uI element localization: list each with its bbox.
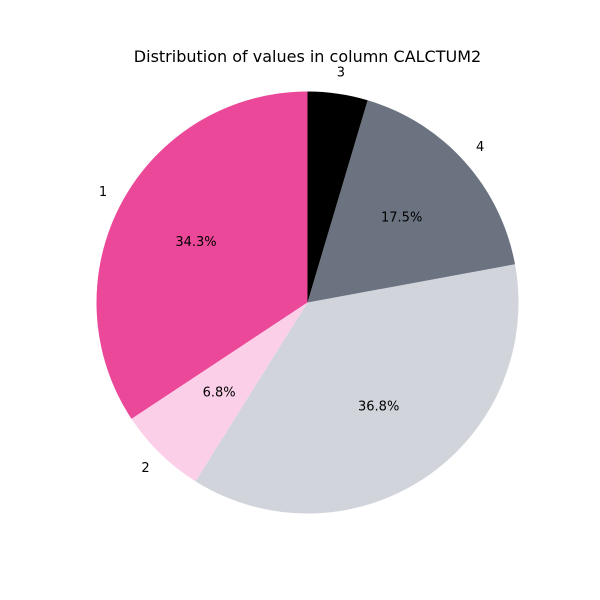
slice-percent-label: 17.5% — [381, 210, 422, 225]
slice-percent-label: 36.8% — [358, 400, 399, 415]
pie-slice-1 — [96, 91, 308, 419]
slice-category-label: 3 — [337, 65, 345, 80]
pie-slice-3 — [195, 264, 519, 514]
pie-slice-5 — [307, 91, 368, 303]
slices-group — [96, 91, 519, 514]
slice-category-label: 1 — [99, 185, 107, 200]
slice-percent-label: 34.3% — [175, 235, 216, 250]
slice-percent-label: 6.8% — [203, 386, 236, 401]
slice-category-label: 2 — [141, 461, 149, 476]
slice-category-label: 4 — [476, 140, 484, 155]
pie-slice-2 — [131, 302, 308, 482]
chart-title: Distribution of values in column CALCTUM… — [133, 47, 482, 66]
pie-slice-4 — [307, 100, 516, 303]
labels-group: 1 34.3% 2 6.8% 36.8% 4 17.5% 3 — [99, 65, 484, 476]
